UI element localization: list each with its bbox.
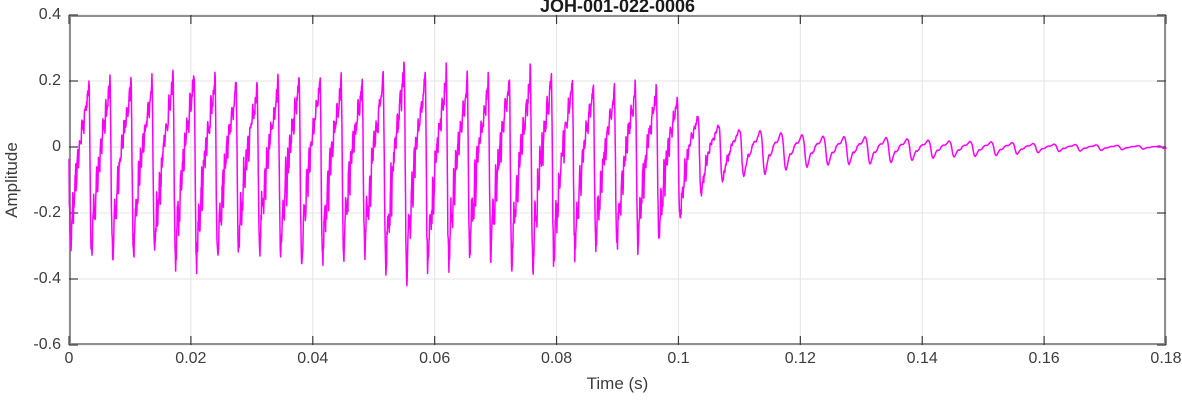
y-axis-label: Amplitude: [2, 142, 21, 218]
x-tick-label: 0.14: [906, 350, 938, 367]
x-tick-label: 0.04: [297, 350, 329, 367]
plot-area: [68, 14, 1167, 346]
x-tick-label: 0.02: [175, 350, 207, 367]
x-tick-label: 0.12: [784, 350, 816, 367]
x-tick-label: 0: [64, 350, 74, 367]
y-tick-label: -0.6: [33, 336, 61, 353]
y-tick-label: -0.4: [33, 270, 61, 287]
x-tick-label: 0.18: [1150, 350, 1182, 367]
tick-marks: [68, 14, 1167, 346]
y-tick-label: -0.2: [33, 204, 61, 221]
x-tick-label: 0.06: [419, 350, 451, 367]
y-tick-label: 0.2: [38, 72, 61, 89]
axis-box: [69, 15, 1166, 345]
chart-title: JOH-001-022-0006: [539, 0, 696, 16]
y-tick-label: 0.4: [38, 6, 61, 23]
x-axis-label: Time (s): [586, 374, 649, 393]
x-tick-label: 0.08: [540, 350, 573, 367]
waveform-line: [68, 61, 1167, 287]
grid-lines: [68, 14, 1167, 346]
x-tick-label: 0.1: [667, 350, 690, 367]
y-tick-label: 0: [52, 138, 61, 155]
x-tick-label: 0.16: [1028, 350, 1060, 367]
